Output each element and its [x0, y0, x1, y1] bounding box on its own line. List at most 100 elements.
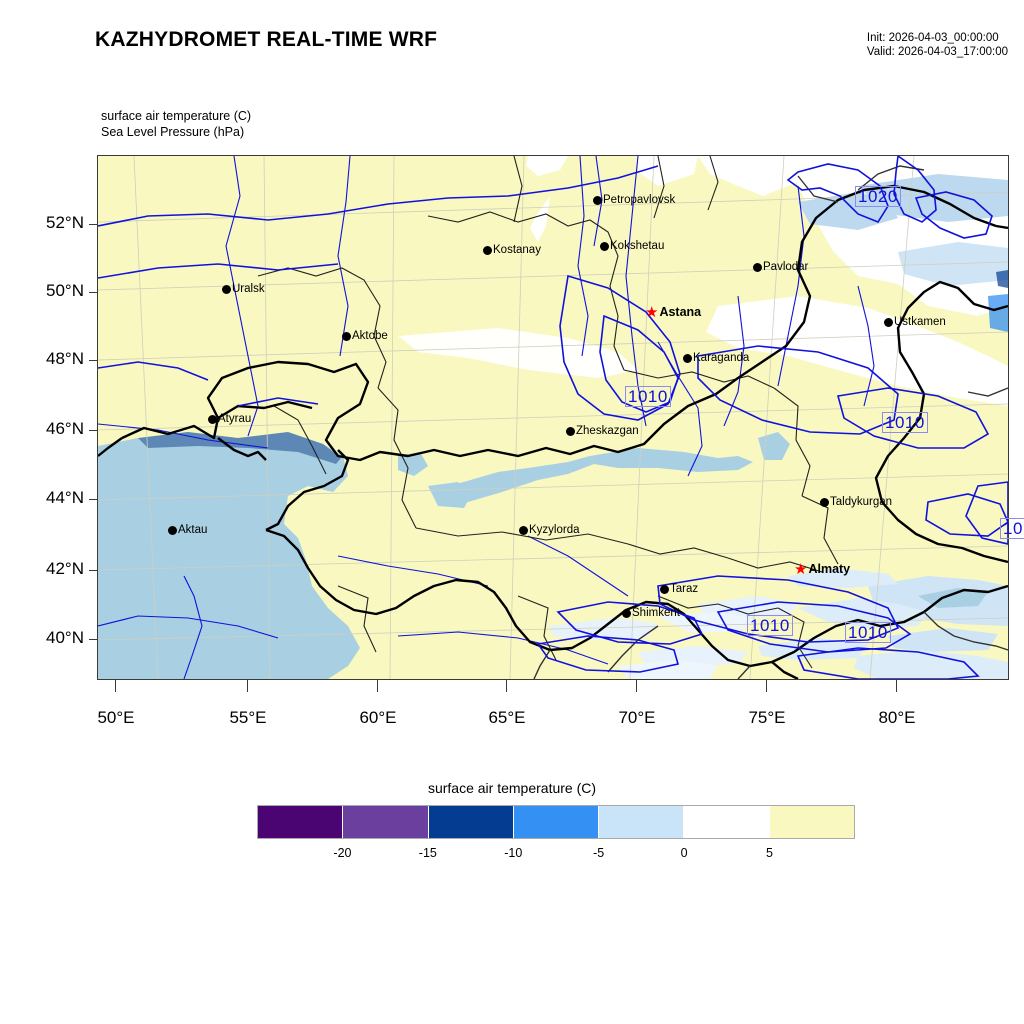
city-label-petropavlovsk: Petropavlovsk	[603, 194, 676, 206]
xtick-75	[766, 680, 768, 692]
weather-map[interactable]	[97, 155, 1009, 680]
colorbar-segment-1	[342, 806, 428, 838]
city-marker-karaganda[interactable]: Karaganda	[683, 352, 749, 364]
colorbar-segment-5	[683, 806, 769, 838]
city-marker-aktobe[interactable]: Aktobe	[342, 330, 388, 342]
city-label-taldykurgan: Taldykurgan	[830, 496, 893, 508]
city-dot-icon	[208, 414, 217, 424]
city-label-uralsk: Uralsk	[232, 283, 265, 295]
colorbar-tick--10: -10	[504, 846, 523, 860]
map-graphics	[98, 156, 1008, 679]
colorbar-tick-labels: -20 -15 -10 -5 0 5	[257, 846, 855, 868]
colorbar-segment-0	[258, 806, 343, 838]
city-marker-ustkamen[interactable]: Ustkamen	[884, 316, 946, 328]
page-title: KAZHYDROMET REAL-TIME WRF	[95, 28, 438, 51]
xtick-70	[636, 680, 638, 692]
map-canvas	[98, 156, 1008, 679]
colorbar-tick--5: -5	[593, 846, 605, 860]
xtick-label-55: 55°E	[229, 708, 267, 727]
colorbar-tick-5: 5	[766, 846, 774, 860]
ytick-48	[89, 359, 98, 361]
field-label-temperature: surface air temperature (C)	[101, 109, 252, 123]
colorbar-title: surface air temperature (C)	[427, 780, 597, 796]
xtick-label-65: 65°E	[488, 708, 526, 727]
colorbar-segment-4	[598, 806, 684, 838]
city-label-almaty: Almaty	[808, 562, 851, 576]
city-label-aktobe: Aktobe	[352, 330, 388, 342]
isobar-label-1010-south-east: 1010	[845, 622, 891, 643]
colorbar[interactable]	[257, 805, 855, 839]
capital-star-icon: ★	[645, 303, 659, 321]
city-marker-taldykurgan[interactable]: Taldykurgan	[820, 496, 892, 508]
ytick-label-46: 46°N	[46, 419, 84, 438]
colorbar-segment-6	[768, 806, 854, 838]
ytick-52	[89, 223, 98, 225]
city-dot-icon	[820, 497, 829, 507]
ytick-label-40: 40°N	[46, 628, 84, 647]
city-marker-shimkent[interactable]: Shimkent	[622, 607, 680, 619]
ytick-42	[89, 569, 98, 571]
city-dot-icon	[168, 525, 177, 535]
ytick-44	[89, 498, 98, 500]
city-label-astana: Astana	[659, 305, 702, 319]
xtick-65	[506, 680, 508, 692]
city-dot-icon	[593, 195, 602, 205]
xtick-55	[247, 680, 249, 692]
xtick-label-50: 50°E	[97, 708, 135, 727]
ytick-label-52: 52°N	[46, 213, 84, 232]
colorbar-segment-3	[512, 806, 599, 838]
colorbar-tick--15: -15	[418, 846, 437, 860]
city-dot-icon	[753, 262, 762, 272]
city-label-kostanay: Kostanay	[493, 244, 541, 256]
city-marker-kostanay[interactable]: Kostanay	[483, 244, 541, 256]
city-marker-aktau[interactable]: Aktau	[168, 524, 207, 536]
city-marker-taraz[interactable]: Taraz	[660, 583, 698, 595]
field-labels: surface air temperature (C) Sea Level Pr…	[101, 108, 251, 140]
city-label-pavlodar: Pavlodar	[763, 261, 809, 273]
city-dot-icon	[342, 331, 351, 341]
city-dot-icon	[622, 608, 631, 618]
city-marker-atyrau[interactable]: Atyrau	[208, 413, 251, 425]
city-marker-pavlodar[interactable]: Pavlodar	[753, 261, 808, 273]
ytick-label-44: 44°N	[46, 488, 84, 507]
ytick-label-48: 48°N	[46, 349, 84, 368]
city-label-ustkamen: Ustkamen	[894, 316, 946, 328]
city-marker-zheskazgan[interactable]: Zheskazgan	[566, 425, 639, 437]
run-info: Init: 2026-04-03_00:00:00 Valid: 2026-04…	[867, 31, 1008, 59]
city-marker-uralsk[interactable]: Uralsk	[222, 283, 265, 295]
city-dot-icon	[884, 317, 893, 327]
city-label-atyrau: Atyrau	[218, 413, 252, 425]
city-dot-icon	[519, 525, 528, 535]
city-marker-astana[interactable]: ★ Astana	[645, 303, 702, 321]
city-dot-icon	[483, 245, 492, 255]
city-label-taraz: Taraz	[670, 583, 699, 595]
city-dot-icon	[660, 584, 669, 594]
city-marker-almaty[interactable]: ★ Almaty	[794, 560, 851, 578]
city-label-shimkent: Shimkent	[632, 607, 680, 619]
capital-star-icon: ★	[794, 560, 808, 578]
xtick-60	[377, 680, 379, 692]
colorbar-tick--20: -20	[333, 846, 352, 860]
ytick-label-42: 42°N	[46, 559, 84, 578]
city-label-kyzylorda: Kyzylorda	[529, 524, 580, 536]
colorbar-segment-2	[427, 806, 513, 838]
colorbar-tick-0: 0	[680, 846, 688, 860]
init-time: Init: 2026-04-03_00:00:00	[866, 32, 999, 44]
ytick-label-50: 50°N	[46, 281, 84, 300]
city-label-karaganda: Karaganda	[693, 352, 750, 364]
city-label-zheskazgan: Zheskazgan	[576, 425, 639, 437]
xtick-50	[115, 680, 117, 692]
city-marker-kokshetau[interactable]: Kokshetau	[600, 240, 664, 252]
ytick-40	[89, 638, 98, 640]
city-dot-icon	[566, 426, 575, 436]
ytick-46	[89, 429, 98, 431]
city-marker-petropavlovsk[interactable]: Petropavlovsk	[593, 194, 675, 206]
isobar-label-1010-right-edge: 1010	[1000, 518, 1024, 539]
city-marker-kyzylorda[interactable]: Kyzylorda	[519, 524, 580, 536]
isobar-label-1020: 1020	[855, 186, 901, 207]
xtick-label-75: 75°E	[748, 708, 786, 727]
ytick-50	[89, 291, 98, 293]
xtick-label-70: 70°E	[618, 708, 656, 727]
field-label-pressure: Sea Level Pressure (hPa)	[101, 125, 245, 139]
city-label-aktau: Aktau	[178, 524, 208, 536]
